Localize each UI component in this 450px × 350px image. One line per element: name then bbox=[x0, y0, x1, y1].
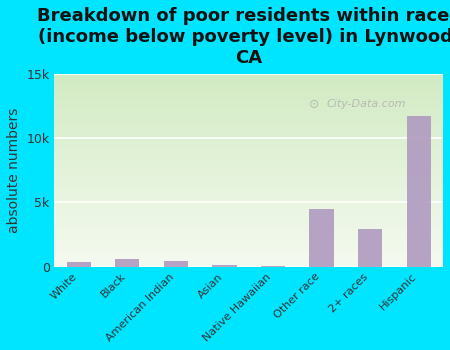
Bar bbox=[164, 261, 188, 266]
Bar bbox=[115, 259, 140, 266]
Title: Breakdown of poor residents within races
(income below poverty level) in Lynwood: Breakdown of poor residents within races… bbox=[37, 7, 450, 66]
Text: ⊙: ⊙ bbox=[309, 98, 320, 111]
Text: City-Data.com: City-Data.com bbox=[327, 99, 406, 109]
Bar bbox=[67, 262, 91, 266]
Bar bbox=[310, 209, 334, 266]
Bar bbox=[358, 229, 382, 266]
Bar bbox=[407, 116, 431, 266]
Y-axis label: absolute numbers: absolute numbers bbox=[7, 107, 21, 233]
